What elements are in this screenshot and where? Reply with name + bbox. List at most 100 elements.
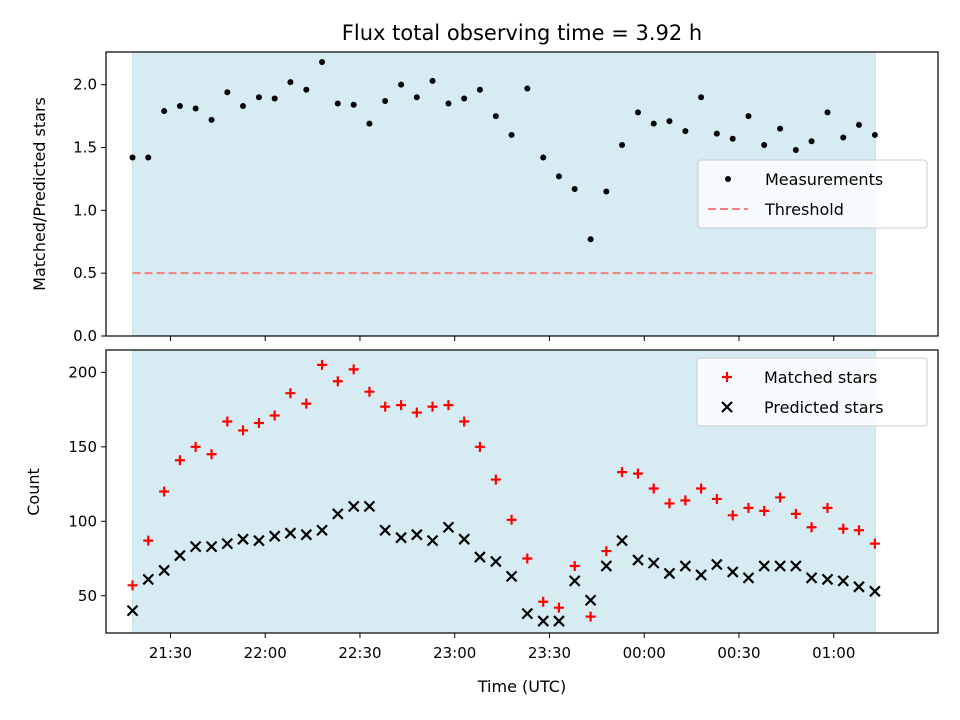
axes-frame <box>105 349 939 634</box>
data-point <box>303 86 310 93</box>
data-point <box>698 94 705 101</box>
data-point <box>411 407 422 418</box>
data-point <box>571 185 578 192</box>
x-tick-label: 01:00 <box>812 644 855 662</box>
data-point <box>284 527 297 539</box>
data-point <box>316 524 328 537</box>
data-point <box>647 557 660 569</box>
series-measurements <box>129 59 878 243</box>
data-point <box>129 154 136 161</box>
data-point <box>269 410 280 421</box>
data-point <box>553 602 564 613</box>
data-point <box>521 607 534 620</box>
data-point <box>726 566 739 578</box>
data-point <box>300 528 313 541</box>
y-tick-label: 1.5 <box>73 139 97 157</box>
data-point <box>729 135 736 142</box>
data-point <box>695 569 707 581</box>
data-point <box>761 141 768 148</box>
data-point <box>603 188 610 195</box>
data-point <box>855 121 862 128</box>
data-point <box>824 109 831 116</box>
data-point <box>458 533 470 545</box>
data-point <box>382 98 389 105</box>
data-point <box>348 364 359 375</box>
data-point <box>426 534 439 547</box>
data-point <box>616 534 628 547</box>
data-point <box>429 77 436 84</box>
data-point <box>632 468 643 479</box>
data-point <box>379 524 391 537</box>
legend-label: Matched stars <box>764 368 877 387</box>
x-tick-label: 00:30 <box>717 644 760 662</box>
x-tick-label: 23:00 <box>433 644 476 662</box>
data-point <box>617 467 628 478</box>
data-point <box>174 455 185 466</box>
data-point <box>808 138 815 145</box>
data-point <box>222 416 233 427</box>
data-point <box>663 567 676 580</box>
data-point <box>159 486 170 497</box>
data-point <box>869 538 880 549</box>
data-point <box>176 103 183 110</box>
data-point <box>319 59 326 66</box>
data-point <box>332 376 343 387</box>
data-point <box>287 79 294 86</box>
chart-title: Flux total observing time = 3.92 h <box>342 21 702 45</box>
data-point <box>775 492 786 503</box>
plot-area: 0.0 0.5 1.0 1.5 2.0 Measurements Threshold 50 10… <box>68 51 939 662</box>
data-point <box>742 572 755 584</box>
data-point <box>411 528 423 541</box>
data-point <box>476 86 483 93</box>
data-point <box>380 401 391 412</box>
data-point <box>792 147 799 154</box>
data-point <box>522 553 533 564</box>
data-point <box>869 585 881 598</box>
data-point <box>508 131 515 138</box>
data-point <box>350 101 357 108</box>
data-point <box>253 534 265 547</box>
data-point <box>650 120 657 127</box>
data-point <box>759 505 770 516</box>
y-axis-label-top: Matched/Predicted stars <box>30 97 49 291</box>
data-point <box>364 386 375 397</box>
data-point <box>459 416 470 427</box>
y-tick-label: 0.0 <box>73 327 97 345</box>
data-point <box>474 441 485 452</box>
data-point <box>413 94 420 101</box>
data-point <box>648 483 659 494</box>
legend: Measurements Threshold <box>697 159 928 229</box>
data-point <box>711 493 722 504</box>
y-tick-label: 2.0 <box>73 76 97 94</box>
data-point <box>634 109 641 116</box>
legend-swatch <box>722 372 732 382</box>
data-point <box>619 141 626 148</box>
data-point <box>143 535 154 546</box>
data-point <box>805 572 818 584</box>
data-point <box>237 533 249 545</box>
data-point <box>745 113 752 120</box>
data-point <box>396 400 407 411</box>
series-predicted-stars <box>126 500 881 627</box>
data-point <box>158 564 170 577</box>
data-point <box>442 521 455 534</box>
legend-label: Predicted stars <box>764 398 884 417</box>
data-point <box>664 498 675 509</box>
data-point <box>538 596 549 607</box>
y-axis-label-bottom: Count <box>24 468 43 516</box>
data-point <box>398 81 405 88</box>
data-point <box>285 388 296 399</box>
legend-swatch <box>721 401 733 413</box>
data-point <box>524 85 531 92</box>
data-point <box>492 113 499 120</box>
data-point <box>301 398 312 409</box>
data-point <box>553 615 565 627</box>
data-point <box>837 575 850 587</box>
data-point <box>853 525 864 536</box>
data-point <box>474 551 486 563</box>
data-point <box>806 522 817 533</box>
data-point <box>161 108 168 115</box>
data-point <box>174 549 186 562</box>
legend-label: Threshold <box>764 200 844 219</box>
panel-2: 50 100 150 200 21:30 22:00 22:30 23:00 23:30 00:0… <box>68 349 939 662</box>
